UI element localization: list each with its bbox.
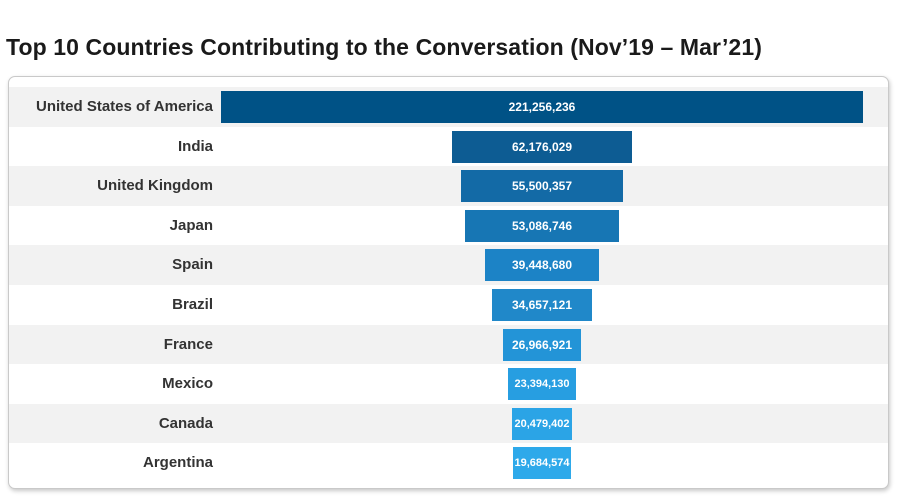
category-label: Spain (172, 256, 213, 274)
chart-row: France 26,966,921 (9, 324, 888, 365)
chart-row: Mexico 23,394,130 (9, 364, 888, 404)
bar-value-label: 19,684,574 (514, 457, 570, 470)
chart-row: United States of America 221,256,236 (9, 87, 888, 127)
chart-row: Brazil 34,657,121 (9, 285, 888, 325)
bar: 53,086,746 (464, 209, 619, 242)
category-label: Brazil (172, 296, 213, 313)
bar-value-label: 55,500,357 (511, 179, 573, 194)
chart-row: United Kingdom 55,500,357 (9, 166, 888, 206)
category-label: Mexico (162, 375, 213, 393)
bar-value-label: 39,448,680 (511, 258, 573, 273)
chart-row: Canada 20,479,402 (9, 403, 888, 444)
chart-row: Argentina 19,684,574 (9, 443, 888, 483)
bar-value-label: 23,394,130 (514, 378, 570, 391)
bar: 19,684,574 (513, 447, 571, 480)
bar: 23,394,130 (508, 368, 576, 401)
bar-value-label: 34,657,121 (511, 298, 573, 312)
bar: 20,479,402 (512, 407, 572, 440)
category-label: United States of America (36, 98, 213, 115)
chart-title: Top 10 Countries Contributing to the Con… (6, 34, 762, 60)
bar-value-label: 20,479,402 (514, 417, 570, 430)
category-label: Canada (158, 414, 213, 432)
chart-row: India 62,176,029 (9, 127, 888, 167)
bar-value-label: 26,966,921 (511, 337, 573, 352)
bar: 26,966,921 (502, 328, 582, 361)
category-label: India (177, 137, 213, 155)
bar: 34,657,121 (491, 289, 593, 321)
category-label: Japan (169, 216, 213, 234)
chart-row: Spain 39,448,680 (9, 245, 888, 285)
category-label: Argentina (142, 454, 213, 472)
chart-panel: United States of America 221,256,236 India… (8, 76, 889, 489)
chart-row: Japan 53,086,746 (9, 206, 888, 246)
bar: 221,256,236 (221, 91, 863, 123)
bar: 62,176,029 (451, 130, 633, 163)
bar-value-label: 53,086,746 (511, 218, 573, 233)
bar: 39,448,680 (484, 249, 600, 282)
category-label: France (163, 335, 213, 353)
bar: 55,500,357 (461, 170, 623, 203)
category-label: United Kingdom (97, 177, 213, 195)
bar-value-label: 62,176,029 (511, 139, 573, 154)
bar-value-label: 221,256,236 (508, 100, 576, 114)
chart-rows: United States of America 221,256,236 India… (9, 77, 888, 488)
